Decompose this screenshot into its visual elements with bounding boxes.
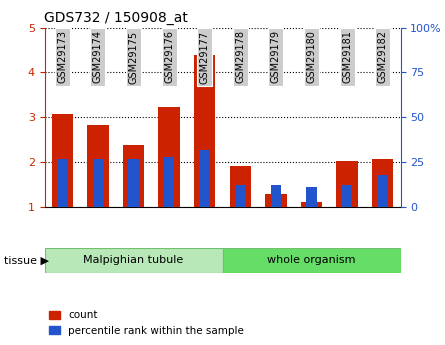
Text: GSM29182: GSM29182 <box>378 30 388 83</box>
Bar <box>235 186 246 207</box>
Bar <box>199 150 210 207</box>
Text: GSM29174: GSM29174 <box>93 30 103 83</box>
Text: GDS732 / 150908_at: GDS732 / 150908_at <box>44 11 188 25</box>
Text: GSM29173: GSM29173 <box>57 30 67 83</box>
Bar <box>301 202 322 207</box>
Bar <box>377 175 388 207</box>
Text: GSM29180: GSM29180 <box>307 30 316 83</box>
Text: GSM29181: GSM29181 <box>342 30 352 83</box>
Text: GSM29177: GSM29177 <box>200 30 210 83</box>
Bar <box>271 186 281 207</box>
Bar <box>44 248 222 273</box>
Bar <box>230 166 251 207</box>
Text: GSM29179: GSM29179 <box>271 30 281 83</box>
Bar <box>372 159 393 207</box>
Bar <box>194 56 215 207</box>
Bar <box>52 114 73 207</box>
Text: GSM29176: GSM29176 <box>164 30 174 83</box>
Bar <box>164 157 174 207</box>
Text: Malpighian tubule: Malpighian tubule <box>83 256 184 265</box>
Text: GSM29178: GSM29178 <box>235 30 245 83</box>
Bar <box>128 159 139 207</box>
Bar <box>57 159 68 207</box>
Bar <box>123 145 144 207</box>
Text: whole organism: whole organism <box>267 256 356 265</box>
Bar <box>265 195 287 207</box>
Legend: count, percentile rank within the sample: count, percentile rank within the sample <box>45 306 248 340</box>
Text: GSM29175: GSM29175 <box>129 30 138 83</box>
Bar <box>342 186 352 207</box>
Bar <box>336 161 358 207</box>
Bar <box>306 187 317 207</box>
Bar <box>158 107 180 207</box>
Bar <box>93 159 103 207</box>
Text: tissue ▶: tissue ▶ <box>4 256 49 265</box>
Bar <box>222 248 400 273</box>
Bar <box>87 125 109 207</box>
